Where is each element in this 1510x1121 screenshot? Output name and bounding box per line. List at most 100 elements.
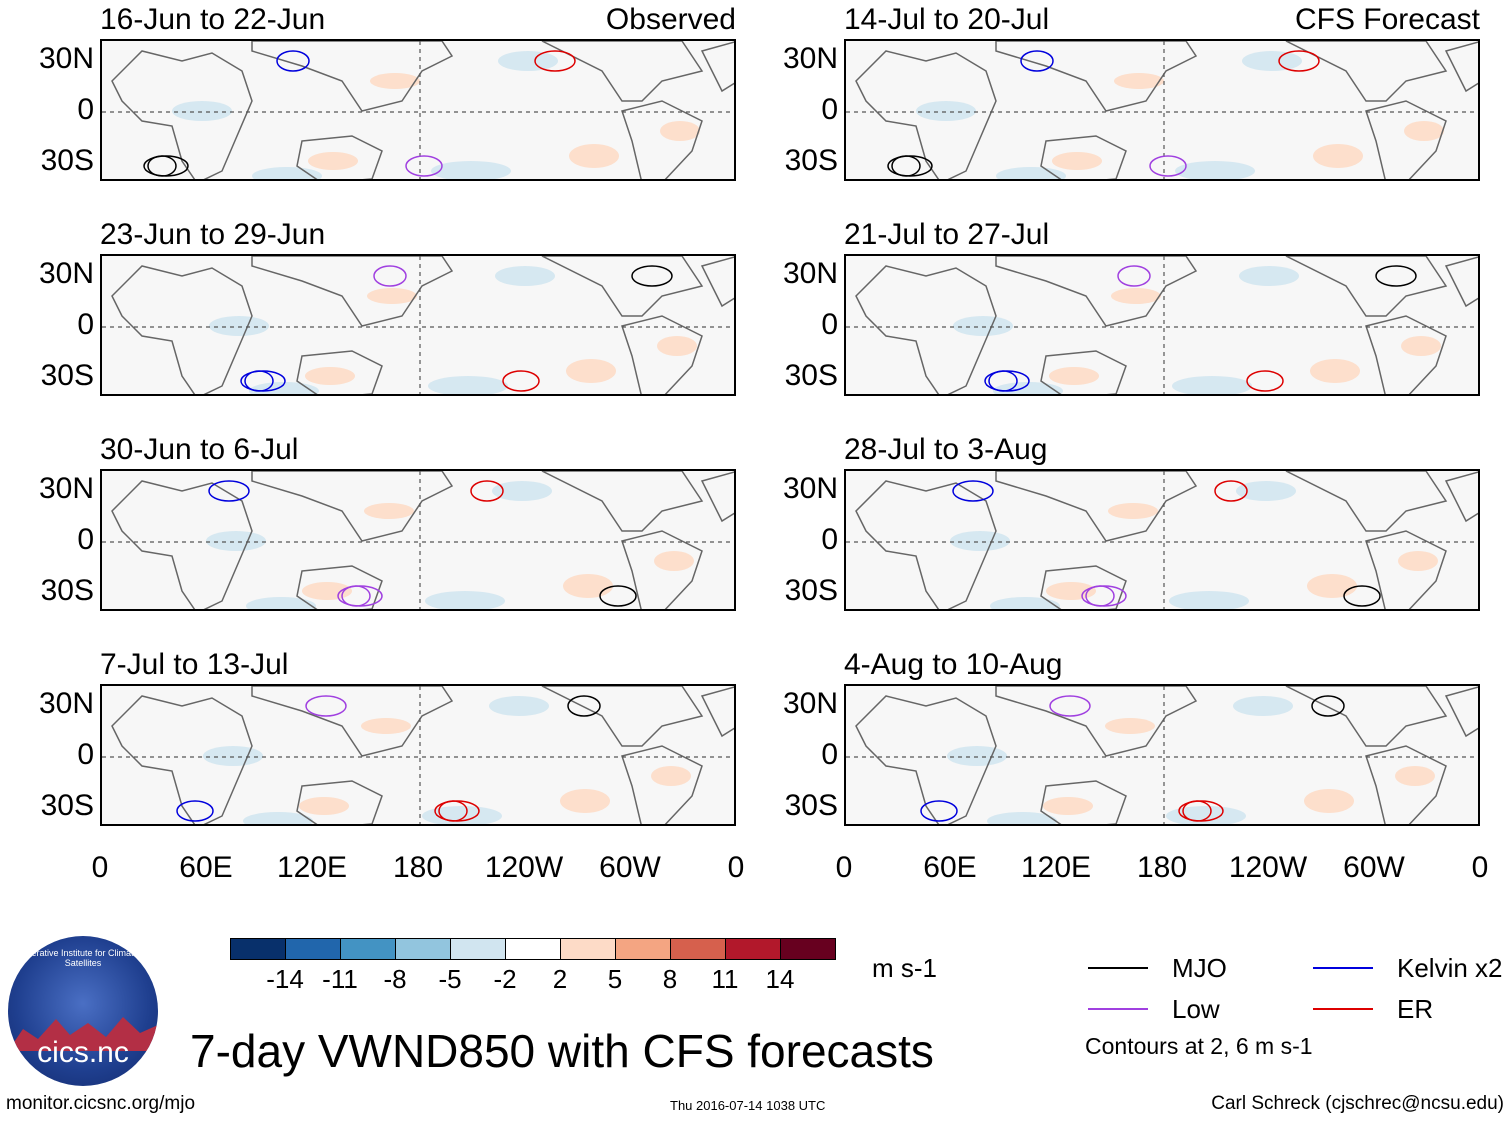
y-axis-label: 30N [38,472,94,505]
colorbar-swatch [780,938,836,960]
colorbar-label: 5 [607,964,623,994]
x-axis-label: 180 [392,851,444,884]
map-graphic [102,41,734,179]
footer-url[interactable]: monitor.cicsnc.org/mjo [6,1093,196,1114]
y-axis-label: 30N [38,257,94,290]
x-axis-label: 0 [91,851,109,884]
y-axis-label: 30S [40,574,94,607]
colorbar-swatch [725,938,781,960]
x-axis-label: 60E [179,851,233,884]
colorbar-swatch [230,938,286,960]
map-graphic [846,41,1478,179]
legend-label: Low [1172,994,1220,1024]
y-axis-label: 0 [77,308,94,341]
y-axis-label: 30S [784,789,838,822]
map-graphic [846,471,1478,609]
colorbar-label: 14 [765,964,795,994]
map-panel [100,254,736,396]
y-axis-label: 30S [40,144,94,177]
legend-note: Contours at 2, 6 m s-1 [1085,1033,1313,1059]
y-axis-label: 30S [784,144,838,177]
y-axis-label: 30N [782,472,838,505]
colorbar-swatch [505,938,561,960]
y-axis-label: 30S [40,359,94,392]
x-axis-label: 60E [923,851,977,884]
legend-label: Kelvin x2 [1397,953,1503,983]
map-graphic [102,686,734,824]
map-panel [100,39,736,181]
cicsnc-logo: Cooperative Institute for Climate and Sa… [8,936,158,1086]
panel-tag: Observed [605,3,736,36]
x-axis-label: 60W [599,851,661,884]
colorbar-swatch [615,938,671,960]
legend-label: MJO [1172,953,1227,983]
colorbar-label: -2 [493,964,517,994]
map-graphic [846,686,1478,824]
y-axis-label: 30N [782,687,838,720]
panel-tag: CFS Forecast [1294,3,1480,36]
colorbar-swatch [450,938,506,960]
map-graphic [102,256,734,394]
x-axis-label: 120E [276,851,348,884]
legend-label: ER [1397,994,1434,1024]
panel-title: 21-Jul to 27-Jul [844,218,1050,251]
y-axis-label: 30S [784,574,838,607]
panel-title: 14-Jul to 20-Jul [844,3,1050,36]
colorbar-swatch [285,938,341,960]
colorbar-swatch [670,938,726,960]
colorbar-swatch [560,938,616,960]
y-axis-label: 0 [821,738,838,771]
footer-timestamp: Thu 2016-07-14 1038 UTC [670,1098,826,1113]
logo-ring-text: Cooperative Institute for Climate and Sa… [9,948,157,968]
colorbar-label: 2 [552,964,568,994]
map-graphic [102,471,734,609]
legend-line [1088,967,1148,969]
map-panel [844,254,1480,396]
y-axis-label: 30N [782,257,838,290]
x-axis-label: 0 [727,851,745,884]
y-axis-label: 30N [38,42,94,75]
colorbar-swatch [340,938,396,960]
colorbar-swatch [395,938,451,960]
legend-line [1088,1008,1148,1010]
panel-title: 7-Jul to 13-Jul [100,648,289,681]
x-axis-label: 120E [1020,851,1092,884]
colorbar-label: -11 [322,964,358,994]
y-axis-label: 30N [782,42,838,75]
panel-title: 30-Jun to 6-Jul [100,433,299,466]
y-axis-label: 0 [821,93,838,126]
colorbar-label: 8 [662,964,678,994]
y-axis-label: 0 [821,308,838,341]
y-axis-label: 0 [821,523,838,556]
x-axis-label: 180 [1136,851,1188,884]
map-panel [844,469,1480,611]
mountain-icon [8,1017,158,1051]
map-panel [844,39,1480,181]
y-axis-label: 30N [38,687,94,720]
x-axis-label: 60W [1343,851,1405,884]
map-panel [100,469,736,611]
colorbar-units: m s-1 [872,953,937,983]
x-axis-label: 120W [1228,851,1308,884]
footer-author: Carl Schreck (cjschrec@ncsu.edu) [1211,1093,1504,1114]
map-panel [844,684,1480,826]
panel-title: 28-Jul to 3-Aug [844,433,1048,466]
x-axis-label: 0 [835,851,853,884]
figure-title: 7-day VWND850 with CFS forecasts [190,1025,934,1077]
colorbar-label: -5 [438,964,462,994]
colorbar-label: 11 [711,964,739,994]
colorbar-label: -8 [383,964,407,994]
legend-line [1313,1008,1373,1010]
map-panel [100,684,736,826]
map-graphic [846,256,1478,394]
panel-title: 4-Aug to 10-Aug [844,648,1063,681]
y-axis-label: 0 [77,523,94,556]
legend-line [1313,967,1373,969]
y-axis-label: 0 [77,738,94,771]
x-axis-label: 0 [1471,851,1489,884]
x-axis-label: 120W [484,851,564,884]
panel-title: 23-Jun to 29-Jun [100,218,326,251]
colorbar-label: -14 [266,964,304,994]
y-axis-label: 0 [77,93,94,126]
y-axis-label: 30S [40,789,94,822]
